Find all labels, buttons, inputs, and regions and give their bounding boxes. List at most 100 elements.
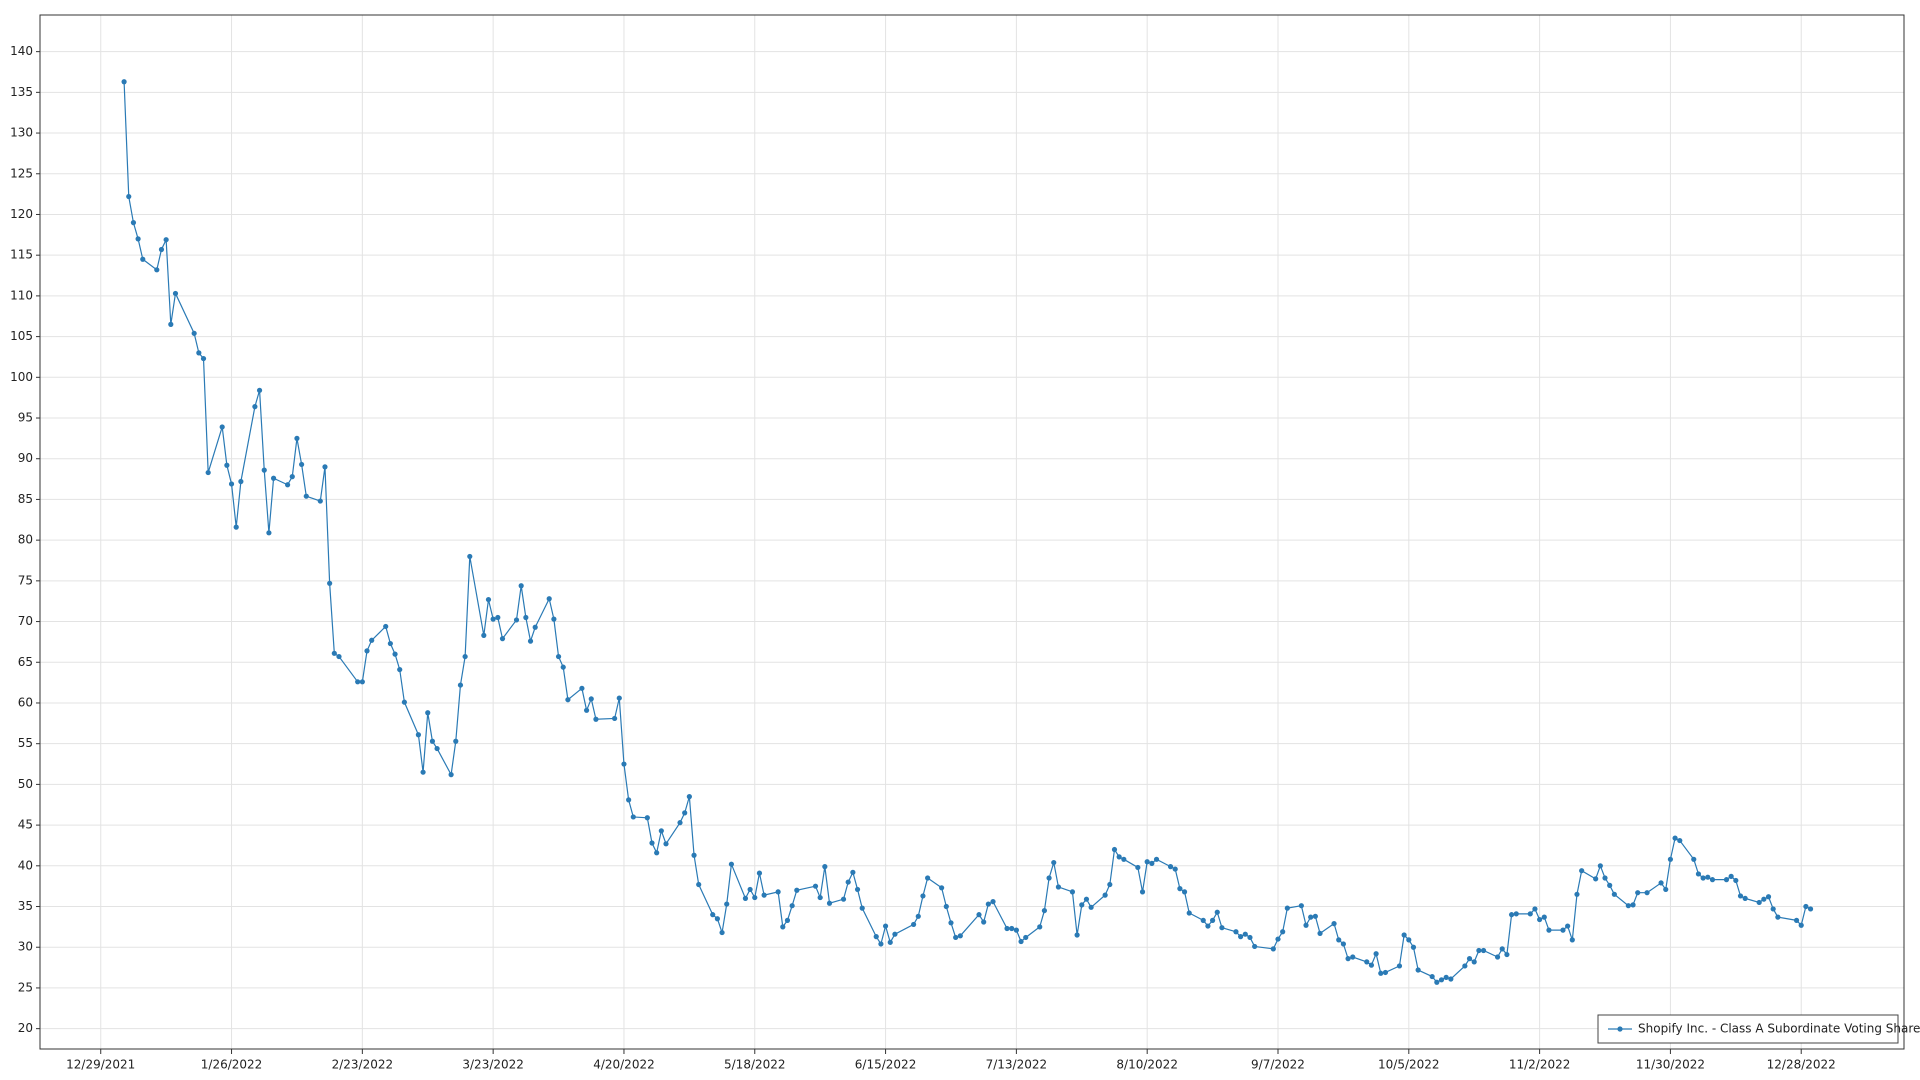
data-point — [331, 650, 337, 656]
data-point — [1630, 902, 1636, 908]
data-point — [789, 903, 795, 909]
data-point — [1116, 854, 1122, 860]
y-tick-label: 70 — [18, 614, 33, 628]
data-point — [485, 596, 492, 603]
data-point — [158, 246, 165, 253]
data-point — [990, 899, 996, 905]
data-point — [1396, 963, 1403, 969]
data-point — [1247, 934, 1253, 941]
data-point — [817, 894, 823, 901]
data-point — [588, 696, 594, 702]
data-point — [1625, 903, 1631, 909]
x-tick-label: 4/20/2022 — [593, 1058, 655, 1072]
data-point — [1172, 866, 1178, 872]
data-point — [948, 920, 954, 926]
data-point — [1107, 881, 1113, 888]
data-point — [172, 290, 179, 297]
data-point — [420, 769, 426, 775]
data-point — [299, 461, 305, 468]
data-point — [1270, 946, 1276, 952]
data-point — [495, 614, 501, 621]
data-point — [976, 912, 982, 918]
data-point — [425, 710, 431, 716]
data-point — [626, 797, 632, 803]
data-point — [154, 267, 160, 273]
data-point — [1013, 927, 1019, 933]
data-point — [1401, 932, 1407, 938]
data-point — [284, 482, 291, 488]
data-point — [1111, 846, 1118, 853]
data-point — [1541, 914, 1547, 920]
data-point — [163, 237, 169, 243]
data-point — [1663, 886, 1669, 893]
data-point — [686, 794, 692, 800]
data-point — [1658, 880, 1664, 886]
data-point — [911, 921, 917, 928]
data-point — [854, 886, 861, 893]
data-point — [233, 524, 239, 530]
y-tick-label: 35 — [18, 899, 33, 913]
data-point — [527, 638, 534, 644]
data-point — [1770, 906, 1776, 912]
data-point — [1079, 902, 1085, 908]
data-point — [1434, 979, 1440, 985]
data-point — [1037, 924, 1043, 930]
data-point — [714, 916, 720, 922]
data-point — [1364, 959, 1370, 965]
data-point — [1252, 943, 1258, 950]
data-point — [196, 350, 202, 356]
data-point — [1803, 903, 1809, 910]
y-tick-label: 90 — [18, 451, 33, 465]
data-point — [719, 929, 725, 936]
data-point — [518, 583, 524, 589]
legend: Shopify Inc. - Class A Subordinate Votin… — [1597, 1014, 1920, 1044]
data-point — [1597, 863, 1603, 869]
data-point — [1181, 889, 1188, 895]
data-point — [168, 321, 174, 327]
data-point — [1429, 973, 1435, 980]
data-point — [981, 919, 987, 925]
data-point — [1695, 871, 1702, 877]
data-point — [644, 815, 650, 821]
data-point — [1331, 921, 1337, 927]
data-point — [850, 869, 856, 875]
legend-marker — [1617, 1026, 1623, 1032]
y-tick-label: 110 — [10, 288, 33, 302]
data-point — [135, 236, 141, 242]
data-point — [317, 498, 323, 504]
data-point — [1565, 923, 1571, 929]
data-point — [1149, 860, 1155, 866]
y-tick-label: 135 — [10, 85, 33, 99]
data-point — [1700, 875, 1706, 881]
data-point — [1793, 917, 1800, 923]
data-point — [355, 679, 361, 685]
data-point — [859, 905, 865, 911]
data-point — [1546, 927, 1552, 933]
data-point — [1242, 931, 1248, 937]
data-point — [322, 464, 328, 470]
data-point — [228, 481, 235, 487]
data-point — [1723, 877, 1730, 883]
data-point — [1574, 891, 1580, 897]
data-point — [1593, 876, 1599, 882]
data-point — [878, 941, 884, 947]
data-point — [1709, 877, 1716, 883]
data-point — [1807, 906, 1814, 912]
y-tick-label: 40 — [18, 858, 33, 872]
data-point — [1415, 967, 1421, 973]
x-tick-label: 12/29/2021 — [66, 1058, 135, 1072]
y-tick-label: 25 — [18, 980, 33, 994]
data-point — [728, 861, 735, 867]
data-point — [1046, 875, 1052, 881]
data-point — [1480, 947, 1487, 954]
data-point — [1153, 856, 1160, 862]
data-point — [756, 870, 763, 876]
y-tick-label: 140 — [10, 44, 33, 58]
y-tick-label: 20 — [18, 1021, 33, 1035]
data-point — [845, 879, 851, 885]
y-tick-label: 65 — [18, 655, 33, 669]
data-point — [630, 814, 636, 820]
y-tick-label: 30 — [18, 940, 33, 954]
data-point — [513, 617, 520, 623]
data-point — [747, 886, 753, 893]
